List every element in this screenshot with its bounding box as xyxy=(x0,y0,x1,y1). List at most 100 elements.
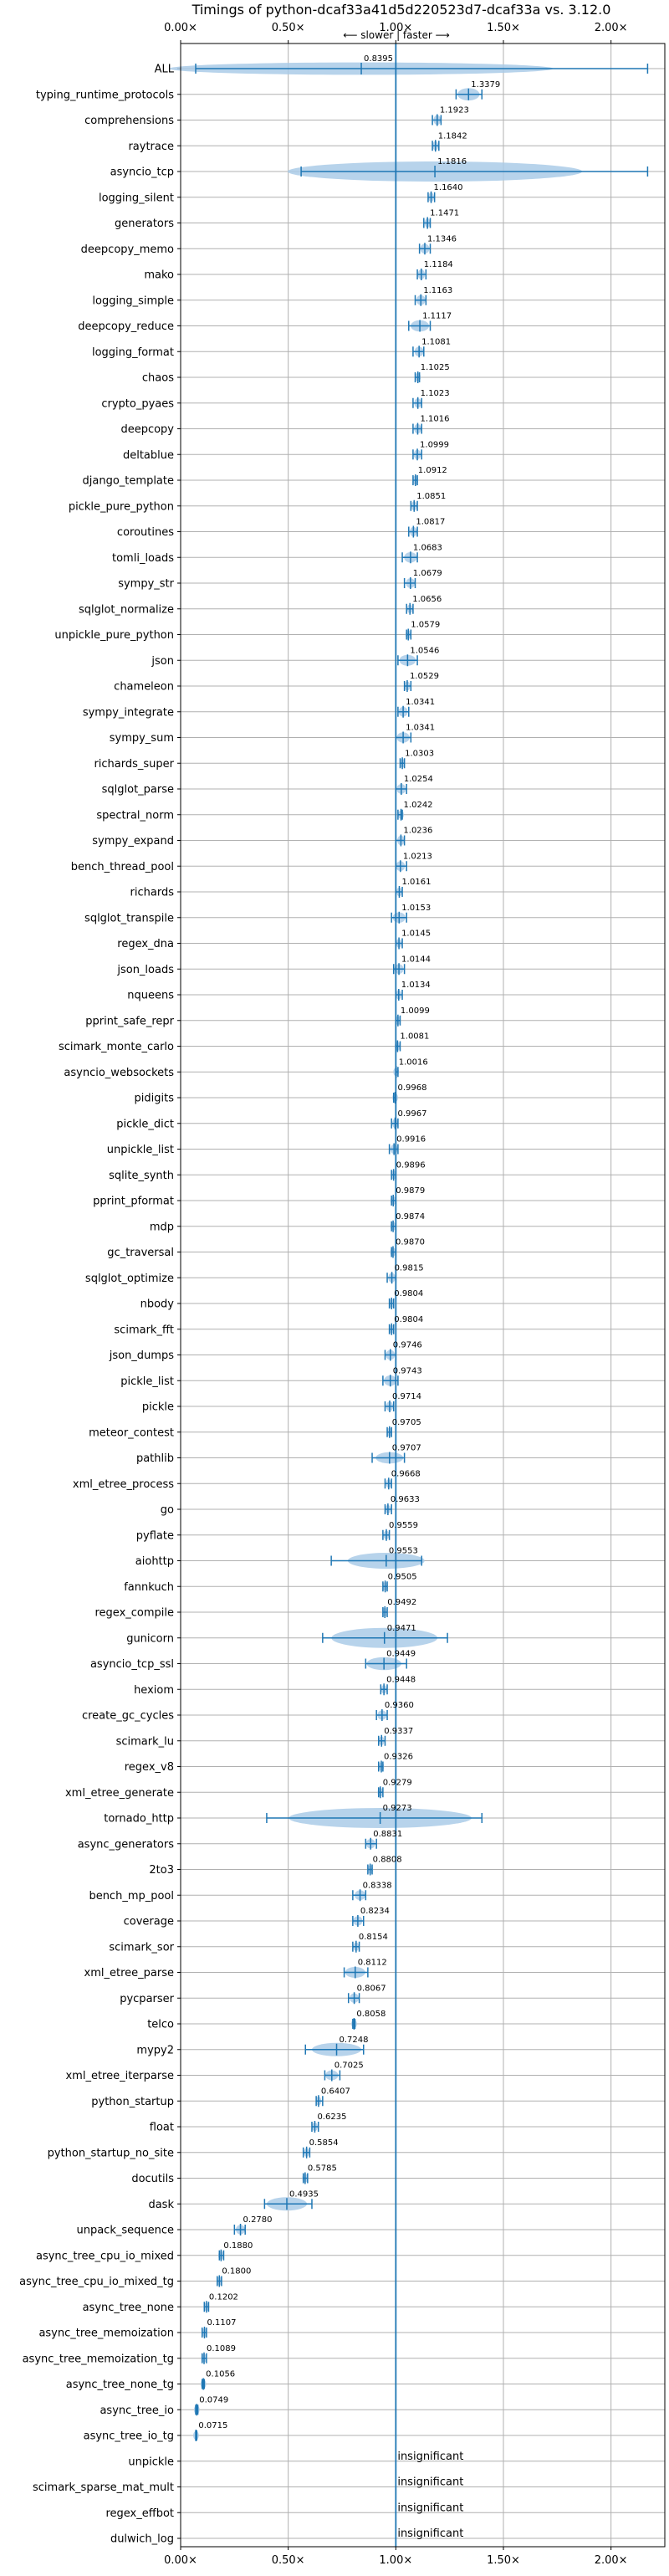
plot-frame xyxy=(180,43,666,2548)
value-label: 0.9870 xyxy=(396,1238,425,1247)
benchmark-label: nqueens xyxy=(127,990,174,1002)
value-label: 0.9492 xyxy=(387,1598,416,1607)
benchmark-label: create_gc_cycles xyxy=(82,1710,174,1723)
value-label: 1.0679 xyxy=(413,569,442,578)
value-label: 0.9746 xyxy=(393,1341,422,1350)
benchmark-label: chameleon xyxy=(114,681,174,694)
benchmark-label: float xyxy=(150,2122,174,2134)
value-label: 0.9804 xyxy=(394,1289,423,1298)
benchmark-label: logging_simple xyxy=(92,294,174,307)
value-label: 0.9804 xyxy=(394,1315,423,1324)
value-label: 1.1025 xyxy=(421,363,450,372)
value-label: 1.0341 xyxy=(406,724,435,733)
benchmark-label: mypy2 xyxy=(136,2044,174,2056)
benchmark-label: raytrace xyxy=(128,141,174,153)
value-label: 0.8112 xyxy=(358,1959,387,1968)
benchmark-label: pyflate xyxy=(136,1529,174,1542)
benchmark-label: bench_mp_pool xyxy=(89,1890,174,1903)
benchmark-label: async_tree_cpu_io_mixed xyxy=(36,2250,174,2262)
value-label: 0.9743 xyxy=(393,1366,422,1375)
benchmark-label: regex_compile xyxy=(94,1607,174,1620)
value-label: 1.0254 xyxy=(404,775,433,784)
benchmark-label: tomli_loads xyxy=(112,552,174,565)
benchmark-label: gunicorn xyxy=(126,1632,174,1645)
x-tick-label-top: 2.00× xyxy=(595,22,628,34)
x-tick-label-bottom: 1.50× xyxy=(487,2554,520,2567)
value-label: 1.1163 xyxy=(423,286,452,295)
value-label: 0.1107 xyxy=(207,2318,236,2328)
benchmark-label: fannkuch xyxy=(124,1581,174,1594)
benchmark-label: django_template xyxy=(83,475,174,488)
benchmark-label: logging_format xyxy=(92,346,174,359)
value-label: 0.9448 xyxy=(386,1675,416,1684)
benchmark-label: bench_thread_pool xyxy=(71,861,174,873)
value-label: 1.0303 xyxy=(405,749,434,758)
value-label: 0.9273 xyxy=(383,1804,412,1813)
value-label: 0.9553 xyxy=(389,1547,418,1556)
value-label: 0.9968 xyxy=(398,1083,427,1093)
value-label: 0.0715 xyxy=(198,2421,227,2430)
value-label: 0.9815 xyxy=(395,1263,424,1273)
benchmark-label: coroutines xyxy=(117,526,174,539)
value-label: 0.9967 xyxy=(397,1109,426,1119)
marks-layer xyxy=(195,44,649,2547)
value-label: 0.8338 xyxy=(363,1881,392,1890)
value-label: 1.0656 xyxy=(412,595,442,604)
value-label: 1.1640 xyxy=(434,183,463,192)
benchmark-label: pycparser xyxy=(120,1993,174,2005)
value-label: 0.1089 xyxy=(207,2344,236,2353)
value-label: 0.8154 xyxy=(359,1933,388,1942)
x-tick-label-top: 1.50× xyxy=(487,22,520,34)
value-label: 0.8234 xyxy=(360,1907,390,1916)
benchmark-label: sympy_sum xyxy=(110,732,174,745)
value-label: 1.0144 xyxy=(401,955,431,964)
value-label: 0.9668 xyxy=(391,1469,421,1478)
value-label: 0.9279 xyxy=(383,1778,412,1787)
benchmark-label: logging_silent xyxy=(99,192,174,204)
insignificant-label: insignificant xyxy=(397,2502,463,2514)
benchmark-label: chaos xyxy=(142,372,174,385)
value-label: 0.9705 xyxy=(392,1418,421,1427)
value-label: 0.6235 xyxy=(317,2113,346,2122)
benchmark-label: unpack_sequence xyxy=(76,2225,174,2237)
value-label: 0.9707 xyxy=(392,1444,421,1453)
benchmark-label: xml_etree_parse xyxy=(84,1967,174,1979)
value-label: 0.8808 xyxy=(373,1856,402,1865)
benchmark-label: sympy_expand xyxy=(92,835,174,848)
benchmark-label: async_tree_none_tg xyxy=(66,2379,174,2391)
value-label: 0.1056 xyxy=(206,2370,235,2379)
value-label: 0.1202 xyxy=(209,2292,238,2302)
value-label: 0.9337 xyxy=(384,1727,413,1736)
value-label: 0.2780 xyxy=(243,2215,273,2225)
value-label: 1.0999 xyxy=(420,440,449,449)
benchmark-label: scimark_fft xyxy=(114,1324,174,1336)
benchmark-label: async_tree_none xyxy=(83,2302,174,2314)
benchmark-label: pprint_safe_repr xyxy=(85,1015,174,1027)
benchmark-label: pathlib xyxy=(136,1452,174,1465)
benchmark-label: go xyxy=(161,1504,174,1517)
benchmark-label: crypto_pyaes xyxy=(101,397,174,410)
value-label: 1.0016 xyxy=(399,1058,428,1067)
benchmark-label: deltablue xyxy=(123,449,174,462)
benchmark-label: xml_etree_generate xyxy=(65,1787,174,1800)
benchmark-label: deepcopy xyxy=(120,423,174,436)
value-label: 1.1184 xyxy=(424,260,453,269)
value-label: 1.0817 xyxy=(416,518,445,527)
x-tick-label-top: 0.50× xyxy=(272,22,305,34)
benchmark-label: generators xyxy=(115,218,174,230)
value-label: 0.9559 xyxy=(389,1521,418,1530)
benchmark-label: pidigits xyxy=(135,1093,175,1105)
benchmark-label: async_tree_memoization_tg xyxy=(23,2353,174,2365)
benchmark-label: json_loads xyxy=(116,964,174,976)
benchmark-label: gc_traversal xyxy=(107,1247,174,1259)
value-label: 1.0145 xyxy=(401,930,431,939)
benchmark-label: comprehensions xyxy=(84,115,174,127)
value-label: 0.8058 xyxy=(356,2010,386,2019)
x-tick-label-bottom: 0.50× xyxy=(272,2554,305,2567)
benchmark-label: unpickle_pure_python xyxy=(54,629,174,642)
value-label: 0.9879 xyxy=(396,1186,425,1196)
value-label: 0.5854 xyxy=(309,2138,339,2148)
value-label: 0.9360 xyxy=(385,1701,414,1710)
value-label: 1.0236 xyxy=(403,827,432,836)
value-label: 1.0683 xyxy=(413,543,442,552)
